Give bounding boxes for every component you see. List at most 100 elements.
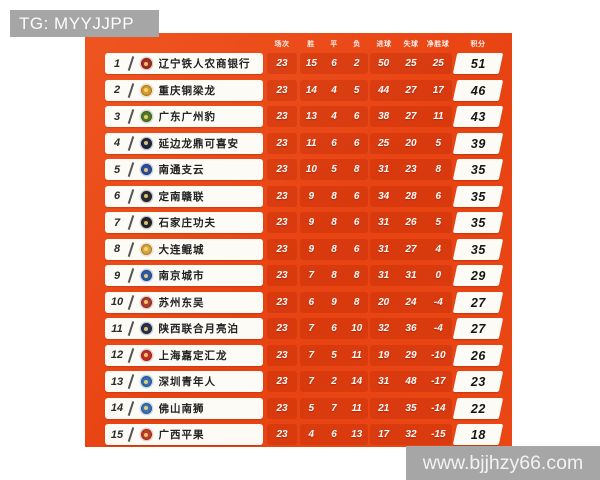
- team-badge-icon: [139, 216, 153, 229]
- win-draw-loss-cell: 13 4 6: [300, 106, 368, 127]
- points-value: 35: [470, 162, 486, 177]
- matches-played-value: 23: [276, 429, 288, 440]
- team-plate[interactable]: 12 上海嘉定汇龙: [105, 344, 263, 366]
- telegram-watermark: TG: MYYJJPP: [10, 10, 159, 37]
- goals-against-value: 20: [405, 137, 417, 149]
- rank-label: 10: [110, 296, 124, 308]
- team-badge-icon: [139, 110, 153, 123]
- matches-played-cell: 23: [267, 132, 297, 154]
- goal-diff-value: 25: [432, 58, 444, 69]
- goals-cell: 31 26 5: [370, 212, 452, 233]
- team-name-label: 广东广州豹: [158, 111, 216, 123]
- table-row: 7 石家庄功夫 23 9 8 6 31 26 5 35: [85, 212, 512, 233]
- matches-played-value: 23: [276, 137, 288, 149]
- rank-label: 15: [110, 428, 124, 441]
- rank-label: 4: [113, 137, 121, 149]
- team-badge-icon: [139, 189, 153, 203]
- goals-for-value: 31: [378, 270, 390, 281]
- team-plate[interactable]: 10 苏州东吴: [105, 291, 263, 313]
- goals-against-value: 27: [405, 243, 417, 255]
- points-plate: 35: [452, 212, 504, 233]
- goals-cell: 25 20 5: [370, 132, 452, 154]
- win-draw-loss-cell: 7 5 11: [300, 344, 368, 366]
- points-value: 51: [470, 56, 486, 71]
- goal-diff-value: -10: [431, 349, 446, 361]
- losses-value: 5: [353, 84, 360, 96]
- goal-diff-value: 6: [435, 190, 442, 202]
- column-header: 胜: [307, 41, 315, 48]
- losses-value: 14: [351, 376, 363, 387]
- matches-played-cell: 23: [267, 238, 297, 260]
- draws-value: 6: [331, 137, 337, 149]
- wins-value: 10: [305, 164, 317, 175]
- team-plate[interactable]: 3 广东广州豹: [105, 106, 263, 127]
- goals-for-value: 50: [378, 58, 390, 69]
- goals-against-value: 24: [405, 296, 417, 308]
- points-value: 27: [470, 295, 486, 309]
- goals-against-value: 36: [405, 323, 417, 334]
- team-name-label: 陕西联合月亮泊: [158, 323, 239, 335]
- goals-against-value: 27: [405, 111, 417, 122]
- goals-cell: 32 36 -4: [370, 318, 452, 339]
- goals-cell: 34 28 6: [370, 185, 452, 207]
- points-value: 39: [470, 136, 486, 150]
- goals-for-value: 34: [378, 190, 390, 202]
- team-name-label: 深圳青年人: [158, 376, 216, 388]
- goals-for-value: 20: [378, 296, 390, 308]
- wins-value: 7: [308, 376, 315, 387]
- league-table-board: 场次胜平负进球 失球 净胜球 积分 1 辽宁铁人农商银行 23 15 6 2 50 2…: [85, 33, 512, 447]
- wins-value: 7: [308, 270, 315, 281]
- team-plate[interactable]: 9 南京城市: [105, 265, 263, 286]
- matches-played-value: 23: [276, 402, 288, 414]
- team-badge-icon: [139, 428, 153, 441]
- rank-label: 9: [113, 269, 121, 282]
- points-plate: 35: [452, 238, 504, 260]
- win-draw-loss-cell: 15 6 2: [300, 53, 368, 74]
- goals-for-value: 25: [378, 137, 390, 149]
- draws-value: 8: [331, 217, 337, 228]
- points-plate: 18: [452, 424, 504, 445]
- team-plate[interactable]: 15 广西平果: [105, 424, 263, 445]
- team-plate[interactable]: 4 延边龙鼎可喜安: [105, 132, 263, 154]
- team-plate[interactable]: 1 辽宁铁人农商银行: [105, 53, 263, 74]
- draws-value: 2: [331, 376, 337, 387]
- table-row: 11 陕西联合月亮泊 23 7 6 10 32 36 -4 27: [85, 318, 512, 339]
- draws-value: 8: [331, 270, 337, 281]
- losses-value: 2: [353, 58, 360, 69]
- wins-value: 4: [308, 429, 315, 440]
- team-plate[interactable]: 6 定南赣联: [105, 185, 263, 207]
- team-plate[interactable]: 7 石家庄功夫: [105, 212, 263, 233]
- losses-value: 13: [351, 429, 363, 440]
- team-name-label: 大连鲲城: [158, 243, 205, 256]
- table-row: 15 广西平果 23 4 6 13 17 32 -15 18: [85, 424, 512, 445]
- team-plate[interactable]: 2 重庆铜梁龙: [105, 79, 263, 101]
- goals-against-value: 27: [405, 84, 417, 96]
- table-row: 1 辽宁铁人农商银行 23 15 6 2 50 25 25 51: [85, 53, 512, 74]
- team-plate[interactable]: 11 陕西联合月亮泊: [105, 318, 263, 339]
- goal-diff-value: -15: [431, 429, 446, 440]
- matches-played-cell: 23: [267, 265, 297, 286]
- team-name-label: 广西平果: [158, 429, 205, 441]
- matches-played-cell: 23: [267, 79, 297, 101]
- losses-value: 6: [353, 137, 360, 149]
- win-draw-loss-cell: 6 9 8: [300, 291, 368, 313]
- team-plate[interactable]: 5 南通支云: [105, 159, 263, 180]
- points-value: 27: [470, 321, 486, 336]
- goal-diff-value: -17: [431, 376, 446, 387]
- team-name-label: 延边龙鼎可喜安: [158, 137, 239, 150]
- points-plate: 27: [452, 291, 504, 313]
- rank-label: 14: [110, 402, 124, 414]
- team-badge-icon: [139, 136, 153, 150]
- goal-diff-value: -4: [433, 323, 443, 334]
- team-name-label: 南京城市: [158, 270, 205, 282]
- matches-played-value: 23: [276, 190, 288, 202]
- matches-played-value: 23: [276, 349, 288, 361]
- team-plate[interactable]: 8 大连鲲城: [105, 238, 263, 260]
- team-plate[interactable]: 13 深圳青年人: [105, 371, 263, 392]
- table-row: 4 延边龙鼎可喜安 23 11 6 6 25 20 5 39: [85, 132, 512, 154]
- losses-value: 6: [353, 243, 360, 255]
- team-plate[interactable]: 14 佛山南狮: [105, 397, 263, 419]
- goals-for-value: 44: [378, 84, 390, 96]
- losses-value: 6: [353, 190, 360, 202]
